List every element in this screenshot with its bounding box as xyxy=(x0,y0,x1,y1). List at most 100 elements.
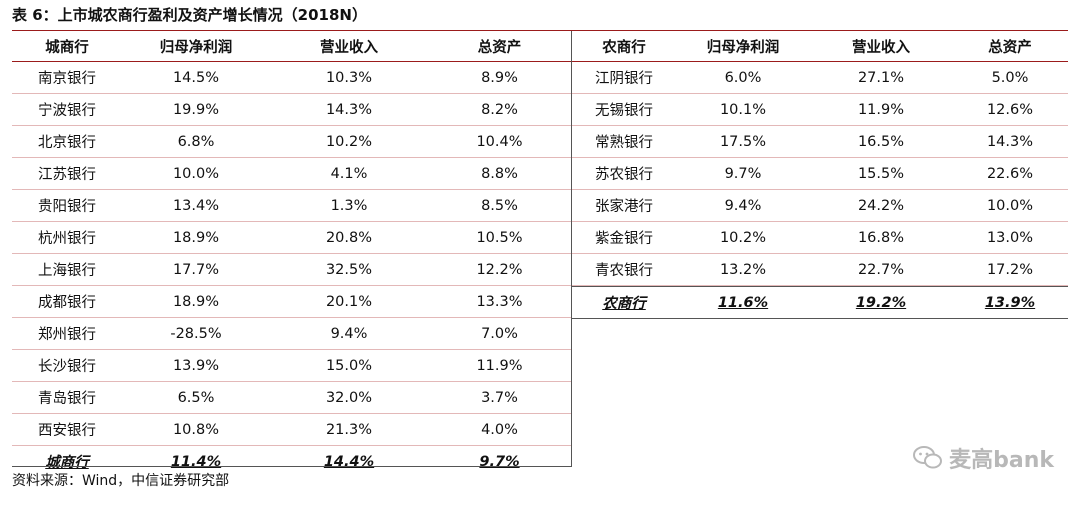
bank-name-cell: 张家港行 xyxy=(595,199,653,215)
table-row: 无锡银行 10.1% 11.9% 12.6% xyxy=(572,94,1068,126)
value-cell: 22.6% xyxy=(986,165,1034,182)
watermark: 麦高bank xyxy=(913,442,1054,474)
value-cell: 10.5% xyxy=(476,229,523,246)
value-cell: 19.9% xyxy=(172,101,220,118)
value-cell: 5.0% xyxy=(991,69,1029,86)
source-note: 资料来源：Wind，中信证券研究部 xyxy=(12,473,230,489)
value-cell: 6.5% xyxy=(177,389,215,406)
value-cell: 20.8% xyxy=(325,229,373,246)
watermark-text: 麦高bank xyxy=(949,448,1054,473)
value-cell: 17.7% xyxy=(172,261,220,278)
value-cell: 20.1% xyxy=(325,293,373,310)
top-rule xyxy=(12,30,1068,31)
value-cell: 13.9% xyxy=(172,357,220,374)
bank-name-cell: 江苏银行 xyxy=(38,167,96,183)
header-cell: 城商行 xyxy=(45,39,89,56)
value-cell: 16.8% xyxy=(857,229,905,246)
value-cell: 10.0% xyxy=(986,197,1034,214)
value-cell: 15.0% xyxy=(325,357,373,374)
value-cell: 8.2% xyxy=(481,101,518,118)
bank-name-cell: 南京银行 xyxy=(38,71,96,87)
bank-name-cell: 无锡银行 xyxy=(595,103,653,119)
bank-name-cell: 贵阳银行 xyxy=(38,199,96,215)
value-cell: 13.2% xyxy=(719,261,767,278)
bank-name-cell: 西安银行 xyxy=(38,423,96,439)
table-caption: 表 6：上市城农商行盈利及资产增长情况（2018N） xyxy=(12,6,367,24)
header-cell: 营业收入 xyxy=(852,39,910,56)
value-cell: 24.2% xyxy=(857,197,905,214)
value-cell: 6.8% xyxy=(177,133,215,150)
value-cell: 3.7% xyxy=(481,389,518,406)
value-cell: 10.2% xyxy=(719,229,767,246)
value-cell: 1.3% xyxy=(330,197,368,214)
table-row: 西安银行 10.8% 21.3% 4.0% xyxy=(12,414,571,446)
value-cell: 10.0% xyxy=(172,165,220,182)
table-row: 北京银行 6.8% 10.2% 10.4% xyxy=(12,126,571,158)
table-row: 青农银行 13.2% 22.7% 17.2% xyxy=(572,254,1068,286)
value-cell: 8.5% xyxy=(481,197,518,214)
summary-row: 农商行 11.6% 19.2% 13.9% xyxy=(572,286,1068,319)
value-cell: 11.9% xyxy=(476,357,523,374)
value-cell: 8.8% xyxy=(481,165,518,182)
value-cell: 22.7% xyxy=(857,261,905,278)
value-cell: 13.3% xyxy=(476,293,523,310)
value-cell: 11.9% xyxy=(857,101,905,118)
table-row: 苏农银行 9.7% 15.5% 22.6% xyxy=(572,158,1068,190)
value-cell: 12.2% xyxy=(476,261,523,278)
summary-cell: 13.9% xyxy=(984,294,1036,311)
value-cell: 10.2% xyxy=(325,133,373,150)
header-cell: 总资产 xyxy=(988,39,1032,56)
bank-name-cell: 北京银行 xyxy=(38,135,96,151)
header-cell: 总资产 xyxy=(477,39,522,56)
value-cell: 16.5% xyxy=(857,133,905,150)
value-cell: 14.3% xyxy=(986,133,1034,150)
summary-cell: 城商行 xyxy=(45,455,89,471)
value-cell: 4.0% xyxy=(481,421,518,438)
table-header: 城商行 归母净利润 营业收入 总资产 xyxy=(12,31,571,62)
value-cell: 8.9% xyxy=(481,69,518,86)
bank-name-cell: 上海银行 xyxy=(38,263,96,279)
value-cell: 14.5% xyxy=(172,69,220,86)
value-cell: 13.0% xyxy=(986,229,1034,246)
table-row: 长沙银行 13.9% 15.0% 11.9% xyxy=(12,350,571,382)
table-row: 紫金银行 10.2% 16.8% 13.0% xyxy=(572,222,1068,254)
table-header: 农商行 归母净利润 营业收入 总资产 xyxy=(572,31,1068,62)
bank-name-cell: 紫金银行 xyxy=(595,231,653,247)
summary-cell: 19.2% xyxy=(855,294,907,311)
value-cell: 10.4% xyxy=(476,133,523,150)
table-row: 郑州银行 -28.5% 9.4% 7.0% xyxy=(12,318,571,350)
table-row: 常熟银行 17.5% 16.5% 14.3% xyxy=(572,126,1068,158)
value-cell: 9.7% xyxy=(724,165,762,182)
value-cell: 14.3% xyxy=(325,101,373,118)
table-row: 宁波银行 19.9% 14.3% 8.2% xyxy=(12,94,571,126)
table-row: 江阴银行 6.0% 27.1% 5.0% xyxy=(572,62,1068,94)
bank-name-cell: 江阴银行 xyxy=(595,71,653,87)
value-cell: 15.5% xyxy=(857,165,905,182)
table-row: 张家港行 9.4% 24.2% 10.0% xyxy=(572,190,1068,222)
wechat-icon xyxy=(913,446,943,469)
bank-name-cell: 杭州银行 xyxy=(38,231,96,247)
value-cell: 18.9% xyxy=(172,293,220,310)
value-cell: 6.0% xyxy=(724,69,762,86)
value-cell: 10.1% xyxy=(719,101,767,118)
bank-name-cell: 青岛银行 xyxy=(38,391,96,407)
summary-row: 城商行 11.4% 14.4% 9.7% xyxy=(12,446,571,477)
header-cell: 归母净利润 xyxy=(159,39,233,56)
bank-name-cell: 青农银行 xyxy=(595,263,653,279)
table-row: 江苏银行 10.0% 4.1% 8.8% xyxy=(12,158,571,190)
value-cell: 4.1% xyxy=(330,165,368,182)
header-cell: 营业收入 xyxy=(320,39,378,56)
value-cell: 9.4% xyxy=(330,325,368,342)
city-bank-table: 城商行 归母净利润 营业收入 总资产 南京银行 14.5% 10.3% 8.9% 宁波银… xyxy=(12,31,571,477)
bank-name-cell: 郑州银行 xyxy=(38,327,96,343)
value-cell: 17.2% xyxy=(986,261,1034,278)
table-row: 青岛银行 6.5% 32.0% 3.7% xyxy=(12,382,571,414)
summary-cell: 11.6% xyxy=(717,294,769,311)
bank-name-cell: 苏农银行 xyxy=(595,167,653,183)
summary-cell: 农商行 xyxy=(602,296,646,312)
summary-cell: 11.4% xyxy=(170,453,222,470)
value-cell: 9.4% xyxy=(724,197,762,214)
table-row: 贵阳银行 13.4% 1.3% 8.5% xyxy=(12,190,571,222)
value-cell: 32.5% xyxy=(325,261,373,278)
bank-name-cell: 常熟银行 xyxy=(595,135,653,151)
